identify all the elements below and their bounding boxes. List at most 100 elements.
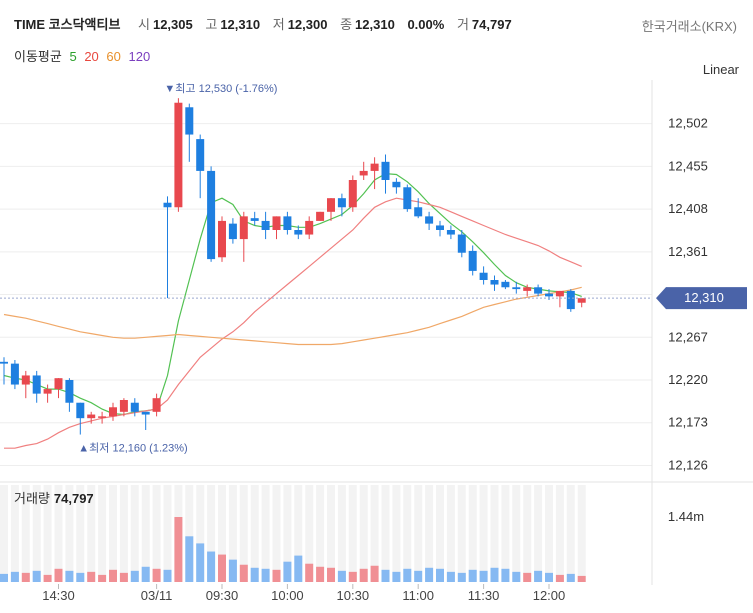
volume-background-bar (490, 485, 499, 582)
candle-body (207, 170, 216, 260)
volume-bar (381, 569, 390, 582)
candle-body (141, 411, 150, 415)
volume-background-bar (109, 485, 117, 582)
volume-background-bar (185, 485, 194, 582)
candle-body (337, 198, 346, 208)
volume-background-bar (218, 485, 226, 582)
volume-bar (479, 570, 488, 582)
volume-background-bar (403, 485, 412, 582)
volume-bar (305, 563, 314, 582)
ma-5-label[interactable]: 5 (69, 49, 77, 64)
volume-background-bar (130, 485, 139, 582)
ma-20-label[interactable]: 20 (84, 49, 99, 64)
volume-background-bar (228, 485, 237, 582)
ma-5-line (3, 172, 582, 416)
candle-body (98, 416, 107, 418)
volume-background-bar (392, 485, 401, 582)
candle-body (457, 234, 466, 253)
volume-bar (348, 571, 357, 582)
volume-bar (403, 568, 412, 582)
volume-bar (43, 574, 52, 582)
volume-bar (566, 573, 575, 582)
volume-bar (239, 564, 248, 582)
exchange-label: 한국거래소(KRX) (641, 19, 737, 34)
volume-bar (174, 517, 183, 582)
volume-bar (436, 568, 444, 582)
candle-body (534, 287, 543, 294)
y-tick-label: 12,455 (668, 158, 708, 173)
volume-background-bar (577, 485, 586, 582)
candle-body (109, 407, 117, 417)
close-label: 종 (340, 17, 353, 32)
volume-bar (490, 567, 499, 582)
volume-bar (414, 570, 423, 582)
volume-background-bar (316, 485, 325, 582)
candle-body (185, 107, 194, 135)
candle-body (174, 102, 183, 208)
low-annotation: ▲최저 12,160 (1.23%) (78, 442, 187, 455)
volume-bar (316, 566, 325, 582)
volume-bar (545, 572, 553, 582)
volume-background-bar (43, 485, 52, 582)
candle-body (436, 225, 444, 230)
open-label: 시 (138, 17, 150, 32)
candle-body (218, 220, 226, 258)
ma-60-label[interactable]: 60 (106, 49, 121, 64)
ma-120-label[interactable]: 120 (128, 49, 151, 64)
volume-background-bar (10, 485, 19, 582)
volume-bar (261, 568, 270, 582)
y-tick-label: 12,408 (668, 201, 708, 216)
candle-body (566, 290, 575, 310)
candle-body (32, 375, 41, 394)
volume-background-bar (0, 485, 8, 582)
x-tick-label: 03/11 (141, 588, 173, 603)
scale-toggle-button[interactable]: Linear (702, 62, 739, 77)
x-tick-label: 12:00 (533, 588, 566, 603)
ticker-name: TIME 코스닥액티브 (14, 17, 121, 32)
volume-value: 74,797 (471, 17, 512, 32)
ma-legend-title: 이동평균 (14, 49, 62, 64)
volume-bar (327, 567, 335, 582)
candle-body (130, 402, 139, 412)
volume-bar (446, 571, 455, 582)
volume-background-bar (512, 485, 521, 582)
volume-bar (337, 570, 346, 582)
candle-body (305, 220, 314, 235)
volume-background-bar (359, 485, 368, 582)
x-tick-label: 11:00 (402, 588, 434, 603)
x-tick-label: 09:30 (206, 588, 239, 603)
candle-body (577, 298, 586, 303)
candle-body (392, 181, 401, 188)
candle-body (327, 198, 335, 212)
candle-body (468, 250, 477, 271)
high-value: 12,310 (220, 17, 261, 32)
high-label: 고 (205, 17, 218, 32)
candle-body (425, 216, 434, 224)
volume-bar (21, 572, 30, 582)
volume-background-bar (501, 485, 510, 582)
volume-background-bar (141, 485, 150, 582)
volume-background-bar (152, 485, 161, 582)
volume-background-bar (207, 485, 216, 582)
open-value: 12,305 (152, 17, 193, 32)
volume-background-bar (87, 485, 96, 582)
y-tick-label: 12,267 (668, 329, 708, 344)
candle-body (490, 280, 499, 285)
candle-body (10, 363, 19, 385)
volume-label: 거 (456, 17, 469, 32)
volume-panel-title: 거래량 74,797 (14, 488, 94, 507)
candle-body (479, 272, 488, 280)
volume-panel-value: 74,797 (53, 491, 94, 506)
volume-background-bar (327, 485, 335, 582)
candle-body (370, 163, 379, 171)
candle-body (65, 380, 74, 403)
y-tick-label: 12,361 (668, 244, 708, 259)
volume-background-bar (119, 485, 128, 582)
volume-background-bar (479, 485, 488, 582)
volume-background-bar (239, 485, 248, 582)
volume-bar (250, 567, 259, 582)
volume-bar (141, 566, 150, 582)
candle-body (196, 139, 205, 171)
